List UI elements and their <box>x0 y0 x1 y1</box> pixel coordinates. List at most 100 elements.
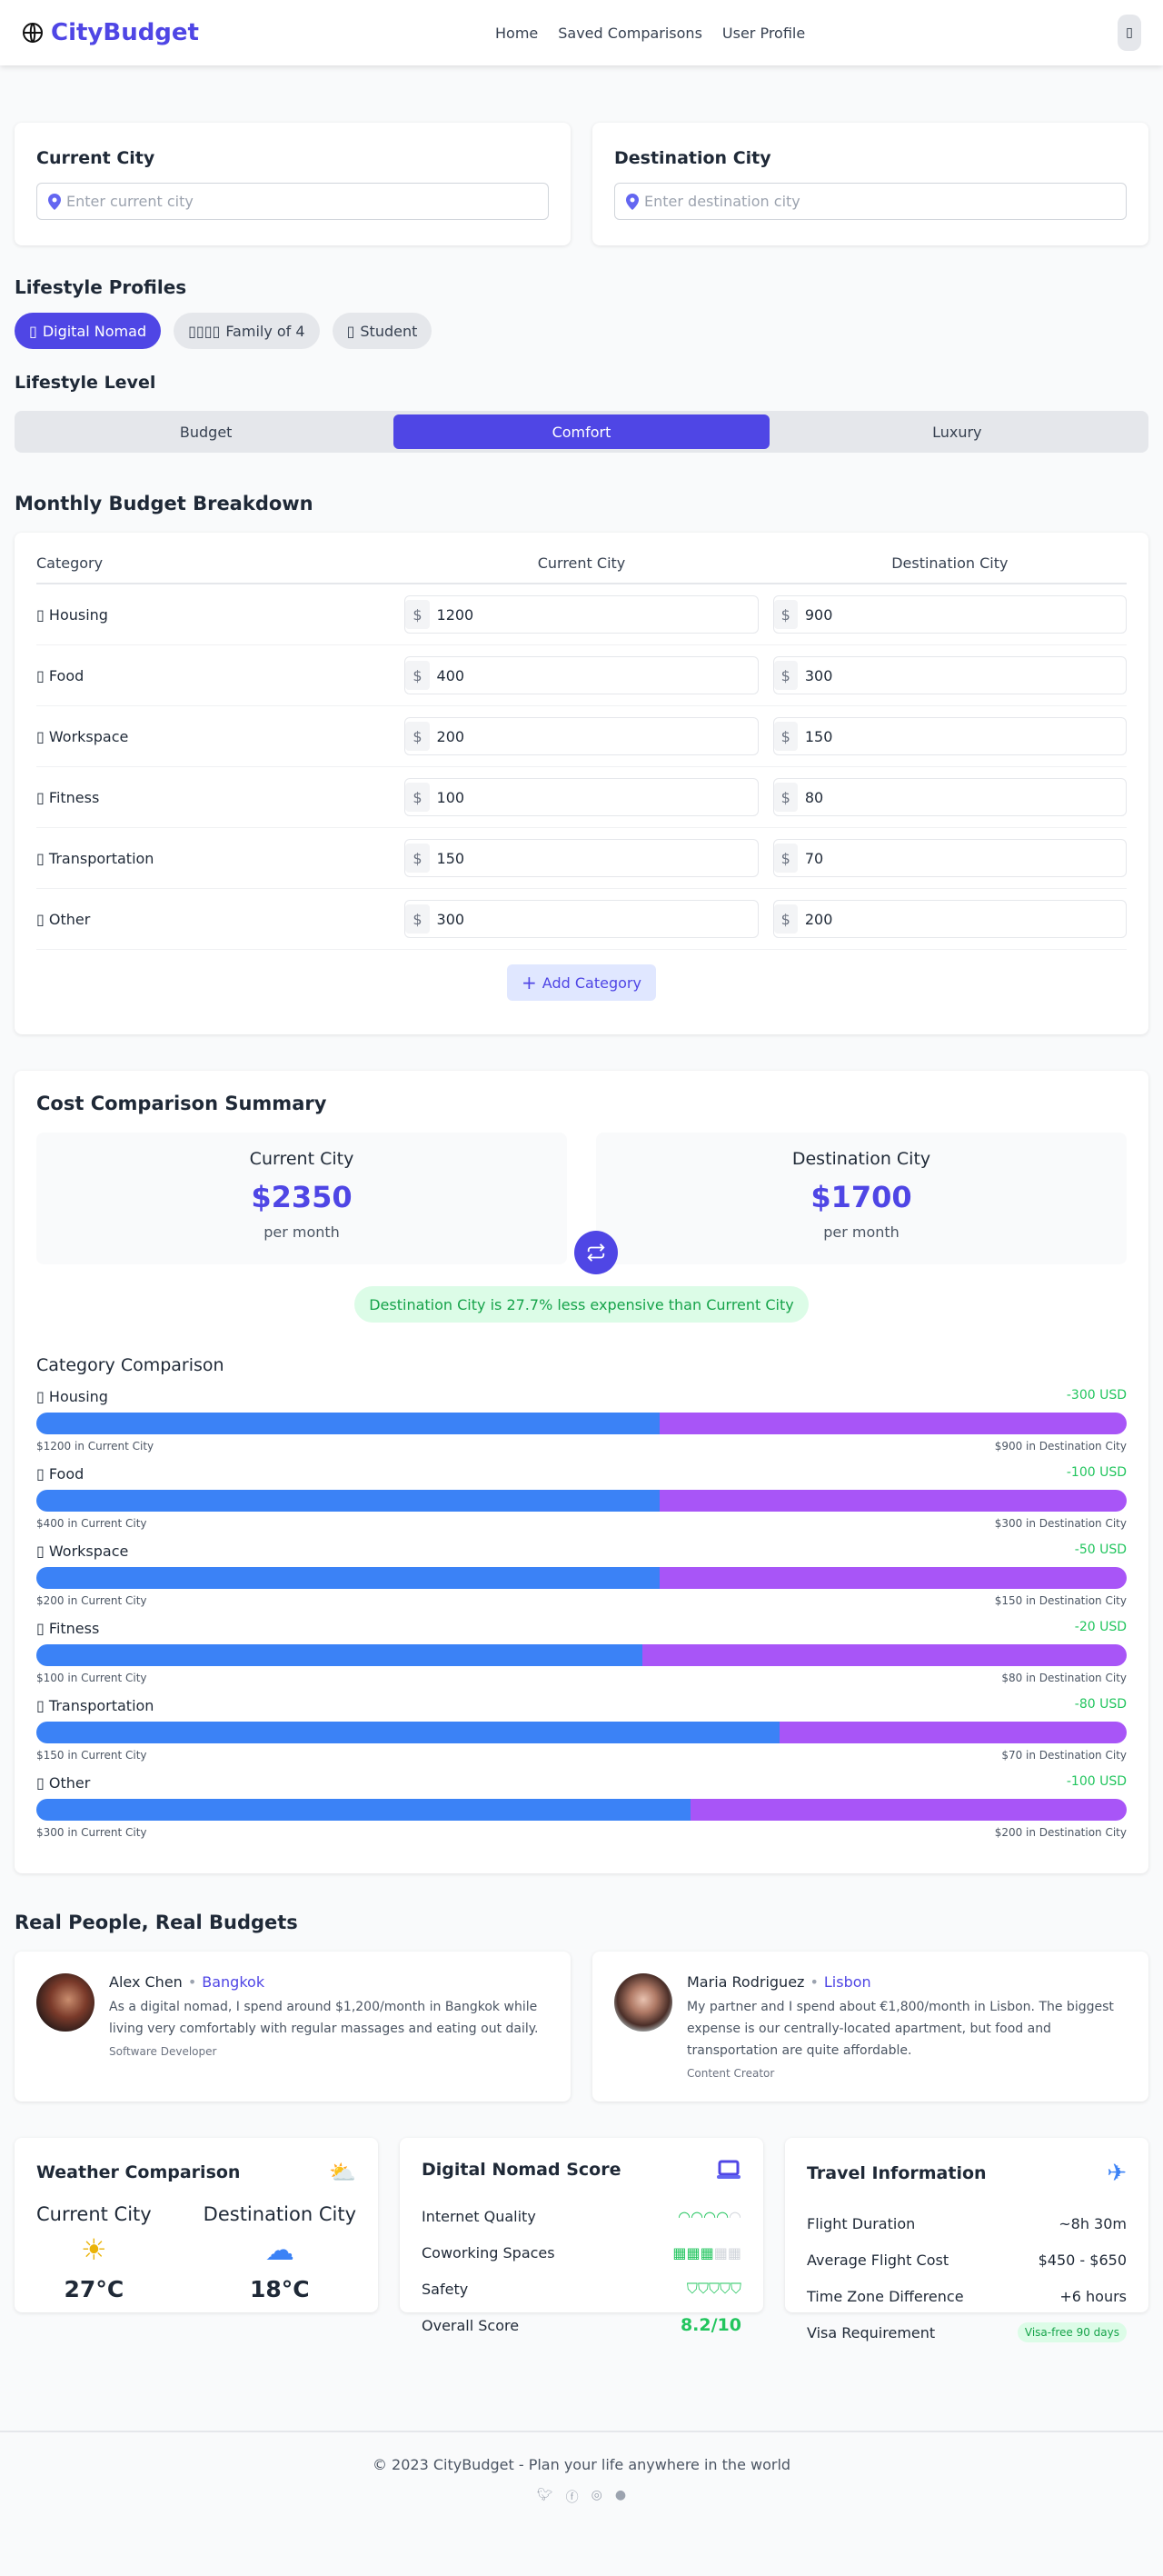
nav-saved-comparisons[interactable]: Saved Comparisons <box>558 24 702 42</box>
internet-rating: ◠◠◠◠◠ <box>678 2208 741 2225</box>
building-icon: ▦ <box>713 2243 728 2261</box>
currency-symbol: $ <box>405 783 430 812</box>
destination-city-bar <box>659 1567 1127 1589</box>
level-budget[interactable]: Budget <box>179 423 233 441</box>
destination-amount-input[interactable]: $900 <box>772 595 1127 634</box>
currency-symbol: $ <box>405 661 430 690</box>
student-icon: ▯ <box>346 322 355 340</box>
instagram-icon[interactable]: ◎ <box>591 2488 602 2502</box>
destination-city-placeholder: Enter destination city <box>644 193 800 210</box>
menu-button[interactable]: ▯ <box>1118 15 1141 51</box>
facebook-icon[interactable]: ⓕ <box>565 2491 579 2505</box>
destination-caption: $200 in Destination City <box>994 1826 1127 1839</box>
current-amount-input[interactable]: $300 <box>404 900 759 938</box>
shield-icon: ⛉ <box>697 2280 709 2297</box>
testimonial-city[interactable]: Bangkok <box>202 1973 265 1991</box>
currency-symbol: $ <box>405 844 430 873</box>
add-category-button[interactable]: + Add Category <box>507 964 656 1001</box>
budget-row: ▯ Transportation $150 $70 <box>36 828 1127 889</box>
profile-student[interactable]: ▯ Student <box>332 313 432 349</box>
category-comparison-item: ▯ Other -100 USD $300 in Current City $200… <box>36 1774 1127 1839</box>
current-amount-input[interactable]: $400 <box>404 656 759 694</box>
destination-total-value: $1700 <box>810 1180 912 1214</box>
coworking-rating: ▦▦▦▦▦ <box>672 2244 741 2261</box>
footer: © 2023 CityBudget - Plan your life anywh… <box>0 2431 1163 2534</box>
destination-total-box: Destination City $1700 per month <box>596 1133 1127 1264</box>
current-caption: $100 in Current City <box>36 1672 147 1684</box>
nav-user-profile[interactable]: User Profile <box>721 24 806 42</box>
category-icon: ▯ <box>36 788 45 806</box>
destination-amount-input[interactable]: $200 <box>772 900 1127 938</box>
currency-symbol: $ <box>773 600 798 629</box>
current-amount-input[interactable]: $100 <box>404 778 759 816</box>
swap-cities-button[interactable] <box>574 1231 618 1274</box>
currency-symbol: $ <box>773 722 798 751</box>
sun-cloud-icon: ⛅ <box>329 2160 356 2185</box>
weather-card: Weather Comparison ⛅ Current City ☀ 27°C De… <box>15 2138 378 2312</box>
current-caption: $1200 in Current City <box>36 1440 154 1453</box>
github-icon[interactable]: ● <box>614 2488 627 2502</box>
destination-city-card: Destination City Enter destination city <box>592 123 1148 245</box>
current-amount-input[interactable]: $150 <box>404 839 759 877</box>
shield-icon: ⛉ <box>730 2280 741 2297</box>
profile-family-of-4[interactable]: ▯▯▯▯ Family of 4 <box>174 313 320 349</box>
wifi-icon: ◠ <box>703 2207 717 2225</box>
weather-destination-temp: 18°C <box>250 2276 310 2302</box>
family-icon: ▯▯▯▯ <box>188 322 221 340</box>
current-city-bar <box>36 1722 780 1743</box>
comparison-bar <box>36 1644 1127 1666</box>
destination-caption: $900 in Destination City <box>994 1440 1127 1453</box>
testimonial-quote: My partner and I spend about €1,800/mont… <box>687 2000 1114 2058</box>
destination-amount-input[interactable]: $300 <box>772 656 1127 694</box>
destination-amount: 150 <box>804 727 833 745</box>
current-city-bar <box>36 1567 660 1589</box>
rain-cloud-icon: ☁ <box>264 2232 294 2267</box>
twitter-icon[interactable]: 🐦︎ <box>536 2488 553 2502</box>
summary-title: Cost Comparison Summary <box>36 1093 327 1114</box>
destination-city-bar <box>691 1799 1127 1821</box>
category-name: Transportation <box>48 1697 154 1714</box>
category-name: Other <box>48 1774 91 1792</box>
difference-value: -50 USD <box>1074 1543 1127 1557</box>
category-cell: ▯ Housing <box>36 606 390 624</box>
current-caption: $400 in Current City <box>36 1517 147 1530</box>
category-icon: ▯ <box>36 1774 45 1792</box>
current-amount-input[interactable]: $1200 <box>404 595 759 634</box>
destination-city-input[interactable]: Enter destination city <box>614 183 1127 220</box>
category-name: Food <box>48 666 84 684</box>
budget-breakdown-title: Monthly Budget Breakdown <box>15 493 313 514</box>
destination-amount-input[interactable]: $70 <box>772 839 1127 877</box>
testimonial-city[interactable]: Lisbon <box>823 1973 871 1991</box>
current-amount-input[interactable]: $200 <box>404 717 759 755</box>
nav-home[interactable]: Home <box>495 24 539 42</box>
current-city-title: Current City <box>36 148 155 168</box>
current-city-input[interactable]: Enter current city <box>36 183 549 220</box>
level-comfort[interactable]: Comfort <box>393 414 770 449</box>
destination-amount-input[interactable]: $80 <box>772 778 1127 816</box>
current-total-value: $2350 <box>251 1180 353 1214</box>
category-icon: ▯ <box>36 727 45 745</box>
destination-city-bar <box>659 1490 1127 1512</box>
current-amount: 150 <box>436 849 465 867</box>
wifi-icon: ◠ <box>716 2207 730 2225</box>
level-luxury[interactable]: Luxury <box>932 423 982 441</box>
savings-badge: Destination City is 27.7% less expensive… <box>354 1286 809 1323</box>
current-total-box: Current City $2350 per month <box>36 1133 567 1264</box>
travel-info-title: Travel Information <box>807 2163 987 2183</box>
lifestyle-level-selector: Budget Comfort Luxury <box>15 411 1148 453</box>
lifestyle-profiles-title: Lifestyle Profiles <box>15 276 187 298</box>
difference-value: -100 USD <box>1066 1465 1127 1480</box>
destination-amount-input[interactable]: $150 <box>772 717 1127 755</box>
visa-label: Visa Requirement <box>807 2323 936 2341</box>
destination-amount: 200 <box>804 910 833 928</box>
comparison-bar <box>36 1490 1127 1512</box>
time-zone-label: Time Zone Difference <box>807 2287 964 2305</box>
building-icon: ▦ <box>727 2243 741 2261</box>
brand-logo[interactable]: CityBudget <box>22 19 199 46</box>
difference-value: -80 USD <box>1074 1697 1127 1712</box>
map-pin-icon <box>48 193 61 210</box>
category-icon: ▯ <box>36 666 45 684</box>
profile-digital-nomad[interactable]: ▯ Digital Nomad <box>15 313 162 349</box>
building-icon: ▦ <box>686 2243 701 2261</box>
safety-label: Safety <box>422 2280 469 2298</box>
